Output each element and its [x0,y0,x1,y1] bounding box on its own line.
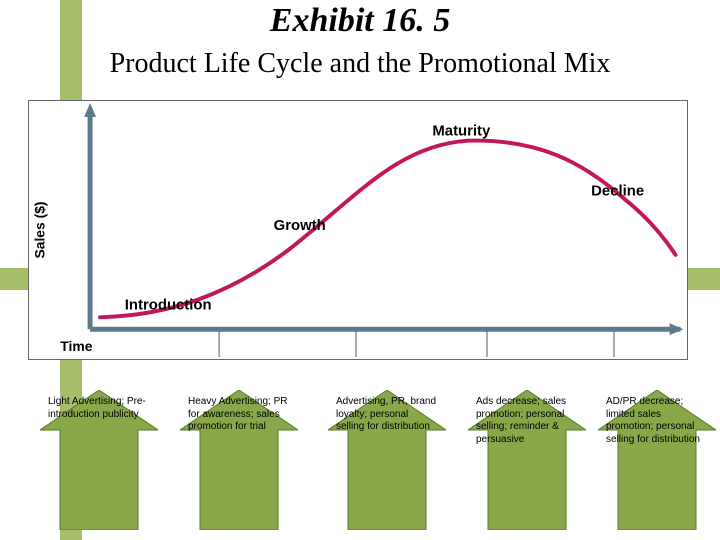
stage-label-introduction: Introduction [125,297,212,313]
plc-chart: Sales ($) Time Introduction Growth Matur… [28,100,688,360]
stage-label-maturity: Maturity [432,124,491,140]
arrow-text: Heavy Advertising; PR for awareness; sal… [188,396,290,434]
arrow-text: Ads decrease; sales promotion; personal … [476,396,578,446]
stage-label-growth: Growth [274,218,326,234]
x-axis-arrow [670,323,684,335]
exhibit-subtitle: Product Life Cycle and the Promotional M… [0,48,720,80]
arrow-text: Advertising, PR, brand loyalty; personal… [336,396,438,434]
plc-curve [100,141,676,318]
stage-label-decline: Decline [591,183,644,199]
exhibit-title: Exhibit 16. 5 [0,2,720,40]
arrow-row: Light Advertising; Pre-introduction publ… [0,390,720,540]
plc-chart-svg: Sales ($) Time Introduction Growth Matur… [29,101,687,359]
y-axis-label: Sales ($) [31,201,47,258]
x-axis-label: Time [60,338,92,354]
arrow-text: AD/PR decrease; limited sales promotion;… [606,396,708,446]
arrow-text: Light Advertising; Pre-introduction publ… [48,396,150,421]
y-axis-arrow [84,103,96,117]
